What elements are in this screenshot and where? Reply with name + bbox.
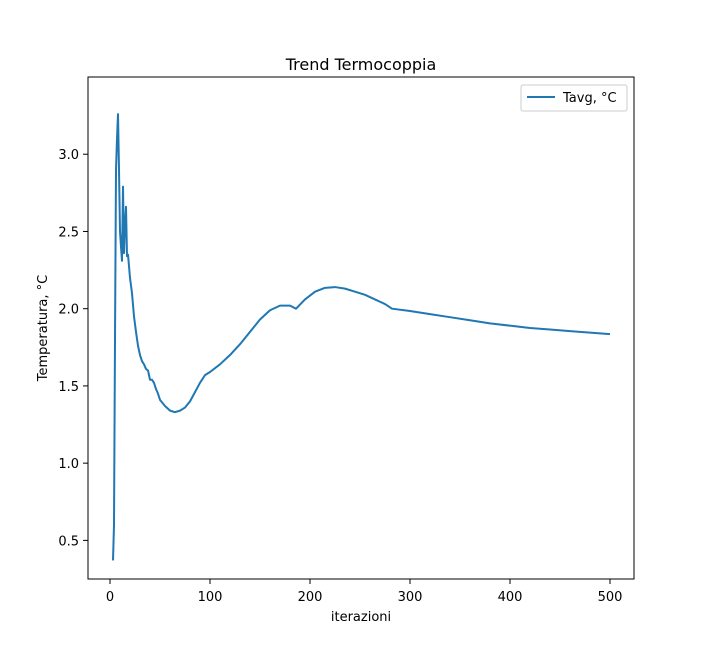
y-tick-label: 1.0 [58,457,79,472]
legend: Tavg, °C [520,84,628,112]
x-tick-label: 200 [298,590,323,605]
y-tick-label: 2.5 [58,225,79,240]
y-tick-label: 1.5 [58,380,79,395]
x-tick-label: 0 [106,590,114,605]
y-tick-label: 2.0 [58,303,79,318]
x-tick-label: 100 [198,590,223,605]
y-tick-label: 3.0 [58,148,79,163]
legend-box [520,84,628,112]
x-axis-label: iterazioni [331,610,391,625]
series-line [112,113,611,561]
x-tick-label: 500 [598,590,623,605]
legend-label: Tavg, °C [562,91,617,106]
chart-title: Trend Termocoppia [285,55,437,74]
plot-area [112,113,611,561]
x-tick-label: 300 [398,590,423,605]
x-tick-label: 400 [498,590,523,605]
x-axis-ticks: 0 100 200 300 400 500 [106,579,623,605]
axes-frame [87,76,635,580]
y-axis-label: Temperatura, °C [36,275,51,382]
y-axis-ticks: 0.5 1.0 1.5 2.0 2.5 3.0 [58,148,88,549]
y-tick-label: 0.5 [58,534,79,549]
